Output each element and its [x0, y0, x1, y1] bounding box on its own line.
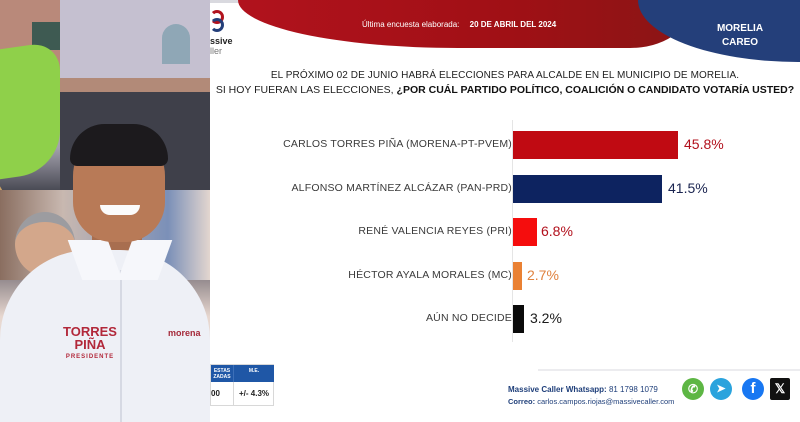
- chart-row: CARLOS TORRES PIÑA (MORENA-PT-PVEM) 45.8…: [210, 131, 800, 159]
- photo-smile: [100, 205, 140, 215]
- bar-carlos-torres-pina: [513, 131, 678, 159]
- shirt-logo-mid: PIÑA: [74, 337, 106, 352]
- shirt-logo-torres-pina: TORRES PIÑA PRESIDENTE: [62, 325, 118, 364]
- photo-hair: [70, 124, 168, 166]
- bar-hector-ayala: [513, 262, 522, 290]
- photo-ledge: [55, 78, 210, 92]
- photo-arch: [162, 24, 190, 64]
- city-name: MORELIA: [716, 23, 764, 34]
- last-survey-label: Última encuesta elaborada:: [362, 20, 460, 29]
- whatsapp-number[interactable]: 81 1798 1079: [608, 385, 658, 394]
- shirt-logo-morena: morena: [168, 328, 201, 338]
- bar-rene-valencia: [513, 218, 537, 246]
- sample-info-table: ESTAS ZADAS M.E. 00 +/- 4.3%: [210, 364, 274, 406]
- shirt-logo-top: TORRES: [63, 324, 117, 339]
- bar-value: 45.8%: [684, 136, 724, 152]
- chart-row: HÉCTOR AYALA MORALES (MC) 2.7%: [210, 262, 800, 290]
- logo-text-line2: ller: [210, 46, 223, 56]
- chart-row: AÚN NO DECIDE 3.2%: [210, 305, 800, 333]
- bar-value: 41.5%: [668, 180, 708, 196]
- question-prefix: SI HOY FUERAN LAS ELECCIONES,: [215, 84, 394, 96]
- bar-label: AÚN NO DECIDE: [425, 312, 512, 324]
- bar-label: CARLOS TORRES PIÑA (MORENA-PT-PVEM): [283, 138, 512, 150]
- bar-label: ALFONSO MARTÍNEZ ALCÁZAR (PAN-PRD): [291, 182, 512, 194]
- email-link[interactable]: carlos.campos.riojas@massivecaller.com: [537, 397, 675, 406]
- whatsapp-label: Massive Caller Whatsapp:: [508, 385, 607, 394]
- email-label: Correo:: [508, 397, 536, 406]
- table-value-margin-error: +/- 4.3%: [233, 382, 274, 406]
- bar-label: HÉCTOR AYALA MORALES (MC): [348, 269, 512, 281]
- question-intro: EL PRÓXIMO 02 DE JUNIO HABRÁ ELECCIONES …: [270, 70, 740, 81]
- last-survey-date: 20 DE ABRIL DEL 2024: [469, 20, 557, 29]
- facebook-icon[interactable]: f: [742, 378, 764, 400]
- shirt-logo-small: PRESIDENTE: [65, 354, 115, 360]
- table-header-surveys: ESTAS ZADAS: [211, 365, 233, 382]
- massive-caller-logo: ssive ller: [210, 8, 250, 58]
- photo-green-flag: [0, 40, 60, 180]
- candidate-photo: TORRES PIÑA PRESIDENTE morena: [0, 0, 210, 422]
- chart-axis: [512, 120, 513, 342]
- bar-undecided: [513, 305, 524, 333]
- logo-blue-ring-icon: [210, 18, 224, 32]
- last-survey-info: Última encuesta elaborada: 20 DE ABRIL D…: [362, 20, 556, 29]
- bar-chart: CARLOS TORRES PIÑA (MORENA-PT-PVEM) 45.8…: [210, 120, 800, 345]
- photo-shirt-placket: [120, 270, 122, 422]
- bar-value: 2.7%: [527, 267, 559, 283]
- x-icon[interactable]: 𝕏: [770, 378, 790, 400]
- table-value-surveys: 00: [211, 389, 220, 398]
- question-main: SI HOY FUERAN LAS ELECCIONES, ¿POR CUÁL …: [210, 84, 800, 96]
- question-bold: ¿POR CUÁL PARTIDO POLÍTICO, COALICIÓN O …: [396, 84, 795, 96]
- bar-value: 3.2%: [530, 310, 562, 326]
- bar-alfonso-martinez: [513, 175, 662, 203]
- whatsapp-contact: Massive Caller Whatsapp: 81 1798 1079: [508, 385, 658, 394]
- bar-value: 6.8%: [541, 223, 573, 239]
- poll-type: CAREO: [721, 37, 759, 48]
- table-header-margin-error: M.E.: [233, 365, 274, 382]
- city-badge: MORELIA CAREO: [700, 22, 780, 50]
- whatsapp-icon[interactable]: ✆: [682, 378, 704, 400]
- chart-row: RENÉ VALENCIA REYES (PRI) 6.8%: [210, 218, 800, 246]
- footer-divider: [538, 369, 800, 371]
- email-contact: Correo: carlos.campos.riojas@massivecall…: [508, 397, 674, 406]
- bar-label: RENÉ VALENCIA REYES (PRI): [358, 225, 512, 237]
- chart-row: ALFONSO MARTÍNEZ ALCÁZAR (PAN-PRD) 41.5%: [210, 175, 800, 203]
- logo-text-line1: ssive: [210, 36, 233, 46]
- telegram-icon[interactable]: ➤: [710, 378, 732, 400]
